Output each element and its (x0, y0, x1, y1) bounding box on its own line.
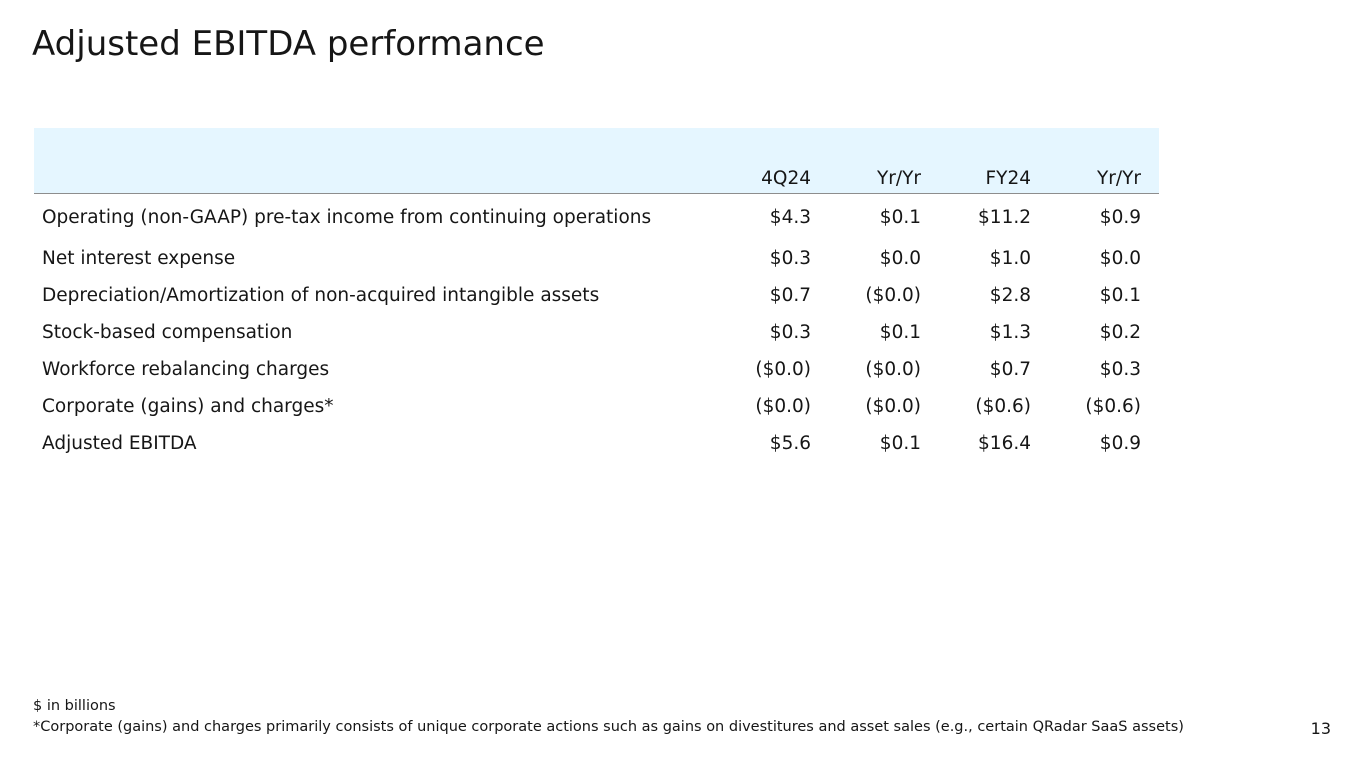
table-row: Net interest expense $0.3 $0.0 $1.0 $0.0 (34, 240, 1159, 277)
table-row: Workforce rebalancing charges ($0.0) ($0… (34, 351, 1159, 388)
table-row: Depreciation/Amortization of non-acquire… (34, 277, 1159, 314)
cell-q4-yr-yr: ($0.0) (865, 358, 921, 380)
cell-fy24: $1.3 (989, 321, 1031, 343)
table-header: 4Q24 Yr/Yr FY24 Yr/Yr (34, 128, 1159, 194)
row-label: Depreciation/Amortization of non-acquire… (42, 284, 600, 306)
ebitda-table: 4Q24 Yr/Yr FY24 Yr/Yr Operating (non-GAA… (34, 128, 1159, 462)
page-title: Adjusted EBITDA performance (32, 24, 545, 64)
header-fy24: FY24 (939, 128, 1049, 194)
cell-q4-yr-yr: $0.1 (879, 321, 921, 343)
units-note: $ in billions (33, 698, 116, 714)
cell-fy24: $0.7 (989, 358, 1031, 380)
cell-fy-yr-yr: $0.9 (1099, 432, 1141, 454)
table-row: Corporate (gains) and charges* ($0.0) ($… (34, 388, 1159, 425)
cell-4q24: $0.7 (769, 284, 811, 306)
cell-q4-yr-yr: ($0.0) (865, 395, 921, 417)
cell-4q24: $5.6 (769, 432, 811, 454)
corporate-charges-note: *Corporate (gains) and charges primarily… (33, 719, 1184, 735)
cell-fy24: $16.4 (978, 432, 1031, 454)
cell-fy-yr-yr: $0.9 (1099, 207, 1141, 228)
row-label: Stock-based compensation (42, 321, 293, 343)
footnotes: $ in billions *Corporate (gains) and cha… (33, 696, 1184, 738)
page-number: 13 (1310, 719, 1331, 738)
row-label: Corporate (gains) and charges* (42, 395, 334, 417)
cell-fy-yr-yr: $0.3 (1099, 358, 1141, 380)
ebitda-table-container: 4Q24 Yr/Yr FY24 Yr/Yr Operating (non-GAA… (34, 128, 1159, 462)
row-label: Workforce rebalancing charges (42, 358, 330, 380)
header-label-column (34, 128, 717, 194)
cell-4q24: $4.3 (769, 207, 811, 228)
cell-q4-yr-yr: ($0.0) (865, 284, 921, 306)
table-header-row: 4Q24 Yr/Yr FY24 Yr/Yr (34, 128, 1159, 194)
table-row: Operating (non-GAAP) pre-tax income from… (34, 193, 1159, 240)
header-4q24: 4Q24 (717, 128, 829, 194)
row-label: Operating (non-GAAP) pre-tax income from… (42, 207, 652, 228)
cell-fy-yr-yr: ($0.6) (1085, 395, 1141, 417)
cell-4q24: $0.3 (769, 247, 811, 269)
row-label: Net interest expense (42, 247, 236, 269)
cell-q4-yr-yr: $0.1 (879, 432, 921, 454)
cell-4q24: ($0.0) (755, 395, 811, 417)
cell-fy24: $1.0 (989, 247, 1031, 269)
table-row: Stock-based compensation $0.3 $0.1 $1.3 … (34, 314, 1159, 351)
row-label: Adjusted EBITDA (42, 432, 197, 454)
cell-4q24: $0.3 (769, 321, 811, 343)
cell-fy-yr-yr: $0.0 (1099, 247, 1141, 269)
cell-q4-yr-yr: $0.1 (879, 207, 921, 228)
cell-4q24: ($0.0) (755, 358, 811, 380)
cell-fy-yr-yr: $0.2 (1099, 321, 1141, 343)
table-body: Operating (non-GAAP) pre-tax income from… (34, 193, 1159, 462)
cell-fy-yr-yr: $0.1 (1099, 284, 1141, 306)
table-row: Adjusted EBITDA $5.6 $0.1 $16.4 $0.9 (34, 425, 1159, 462)
cell-fy24: $2.8 (989, 284, 1031, 306)
cell-fy24: $11.2 (978, 207, 1031, 228)
cell-q4-yr-yr: $0.0 (879, 247, 921, 269)
cell-fy24: ($0.6) (975, 395, 1031, 417)
header-q4-yr-yr: Yr/Yr (829, 128, 939, 194)
header-fy-yr-yr: Yr/Yr (1049, 128, 1159, 194)
